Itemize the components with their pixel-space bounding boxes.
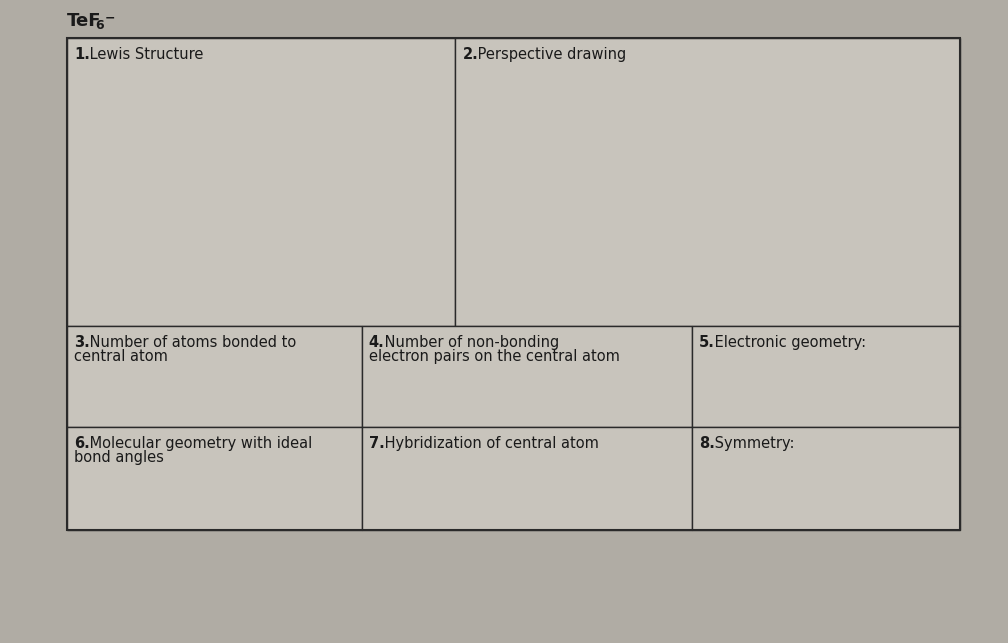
Text: 1.: 1. — [74, 47, 90, 62]
Bar — [362, 427, 692, 530]
Text: Number of non-bonding: Number of non-bonding — [380, 335, 559, 350]
Bar — [67, 427, 362, 530]
Bar — [67, 38, 960, 530]
Text: Hybridization of central atom: Hybridization of central atom — [380, 436, 599, 451]
Text: Molecular geometry with ideal: Molecular geometry with ideal — [85, 436, 312, 451]
Text: TeF: TeF — [67, 12, 102, 30]
Text: Electronic geometry:: Electronic geometry: — [710, 335, 866, 350]
Text: 8.: 8. — [700, 436, 715, 451]
Text: electron pairs on the central atom: electron pairs on the central atom — [369, 349, 620, 364]
Bar — [67, 38, 456, 326]
Text: 5.: 5. — [700, 335, 715, 350]
Bar — [362, 326, 692, 427]
Text: central atom: central atom — [74, 349, 168, 364]
Text: 3.: 3. — [74, 335, 90, 350]
Text: 4.: 4. — [369, 335, 384, 350]
Bar — [67, 326, 362, 427]
Text: Lewis Structure: Lewis Structure — [85, 47, 204, 62]
Bar — [456, 38, 960, 326]
Text: Number of atoms bonded to: Number of atoms bonded to — [85, 335, 296, 350]
Text: Perspective drawing: Perspective drawing — [474, 47, 627, 62]
Bar — [692, 427, 960, 530]
Text: bond angles: bond angles — [74, 449, 164, 465]
Text: −: − — [105, 11, 116, 24]
Text: Symmetry:: Symmetry: — [710, 436, 794, 451]
Bar — [692, 326, 960, 427]
Text: 7.: 7. — [369, 436, 384, 451]
Text: 6.: 6. — [74, 436, 90, 451]
Text: 6: 6 — [95, 19, 104, 32]
Text: 2.: 2. — [463, 47, 478, 62]
